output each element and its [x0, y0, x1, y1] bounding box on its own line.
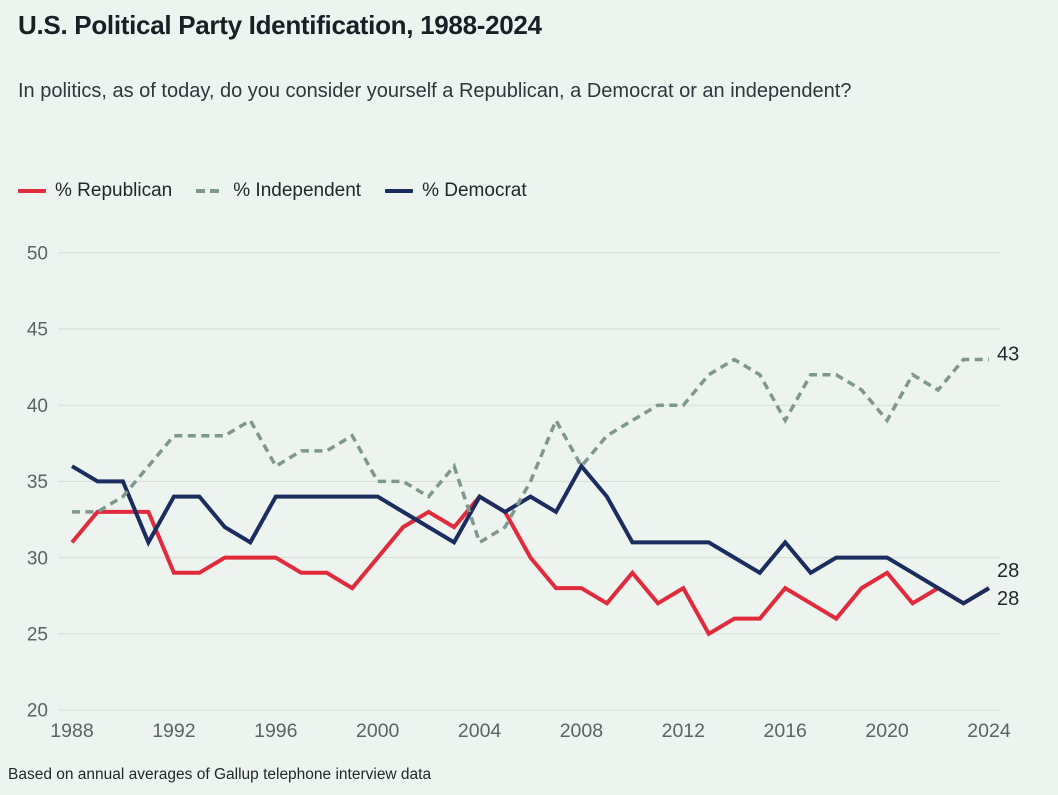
- legend-label-democrat: % Democrat: [422, 180, 527, 201]
- page-title: U.S. Political Party Identification, 198…: [18, 10, 542, 40]
- x-tick-label-1988: 1988: [50, 720, 93, 742]
- x-tick-label-2016: 2016: [764, 720, 807, 742]
- party-id-line-chart: 20 25 30 35 40 45 50 1988 1992 1996 2000 2004 2008 20…: [27, 243, 1019, 742]
- legend-item-republican: % Republican: [18, 180, 172, 202]
- y-tick-label-30: 30: [27, 548, 48, 569]
- end-label-independent: 43: [997, 344, 1019, 366]
- legend-label-independent: % Independent: [233, 180, 362, 201]
- y-tick-label-45: 45: [27, 320, 48, 341]
- y-tick-label-25: 25: [27, 624, 48, 645]
- democrat-line-swatch-icon: [385, 189, 414, 193]
- x-tick-label-1992: 1992: [152, 720, 195, 742]
- y-tick-label-35: 35: [27, 472, 48, 493]
- x-tick-label-2020: 2020: [865, 720, 909, 742]
- y-tick-label-20: 20: [27, 701, 48, 722]
- x-tick-label-2000: 2000: [356, 720, 400, 742]
- y-tick-label-40: 40: [27, 396, 48, 417]
- legend-item-independent: % Independent: [196, 180, 361, 202]
- independent-dashed-swatch-icon: [196, 189, 225, 193]
- legend-item-democrat: % Democrat: [385, 180, 527, 202]
- x-tick-label-1996: 1996: [254, 720, 297, 742]
- series-line-independent: [72, 357, 989, 546]
- end-label-republican: 28: [997, 560, 1019, 582]
- chart-legend: % Republican % Independent % Democrat: [18, 180, 527, 202]
- end-label-democrat: 28: [997, 588, 1019, 610]
- x-tick-label-2024: 2024: [967, 720, 1011, 742]
- x-tick-label-2008: 2008: [560, 720, 603, 742]
- x-tick-label-2012: 2012: [662, 720, 705, 742]
- x-tick-label-2004: 2004: [458, 720, 502, 742]
- legend-label-republican: % Republican: [55, 180, 173, 201]
- source-note: Based on annual averages of Gallup telep…: [8, 766, 432, 783]
- y-tick-label-50: 50: [27, 243, 48, 264]
- republican-line-swatch-icon: [18, 189, 46, 193]
- series-line-democrat: [70, 462, 991, 606]
- survey-question-subtitle: In politics, as of today, do you conside…: [18, 80, 852, 102]
- series-line-republican: [70, 494, 991, 637]
